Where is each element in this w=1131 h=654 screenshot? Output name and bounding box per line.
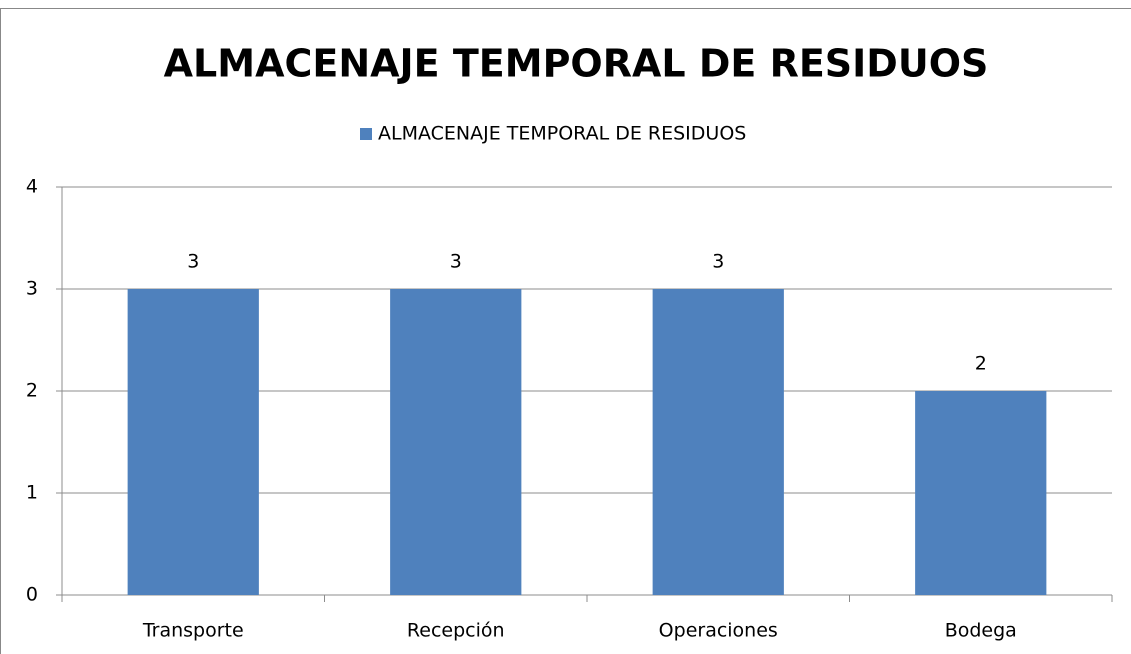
chart-title: ALMACENAJE TEMPORAL DE RESIDUOS <box>164 42 989 86</box>
y-tick-label: 0 <box>26 584 38 606</box>
data-label: 3 <box>712 251 724 273</box>
y-tick-label: 4 <box>26 176 38 198</box>
x-tick-label: Operaciones <box>659 620 778 642</box>
legend-swatch <box>360 128 372 140</box>
y-tick-label: 2 <box>26 380 38 402</box>
y-tick-label: 1 <box>26 482 38 504</box>
y-tick-label: 3 <box>26 278 38 300</box>
legend-label: ALMACENAJE TEMPORAL DE RESIDUOS <box>378 123 746 145</box>
x-tick-label: Transporte <box>142 620 244 642</box>
x-tick-label: Recepción <box>407 620 505 642</box>
x-tick-label: Bodega <box>945 620 1017 642</box>
bar <box>127 289 259 595</box>
data-label: 3 <box>450 251 462 273</box>
bar <box>390 289 522 595</box>
bar <box>652 289 784 595</box>
data-label: 3 <box>187 251 199 273</box>
bar <box>915 391 1047 595</box>
data-label: 2 <box>975 353 987 375</box>
